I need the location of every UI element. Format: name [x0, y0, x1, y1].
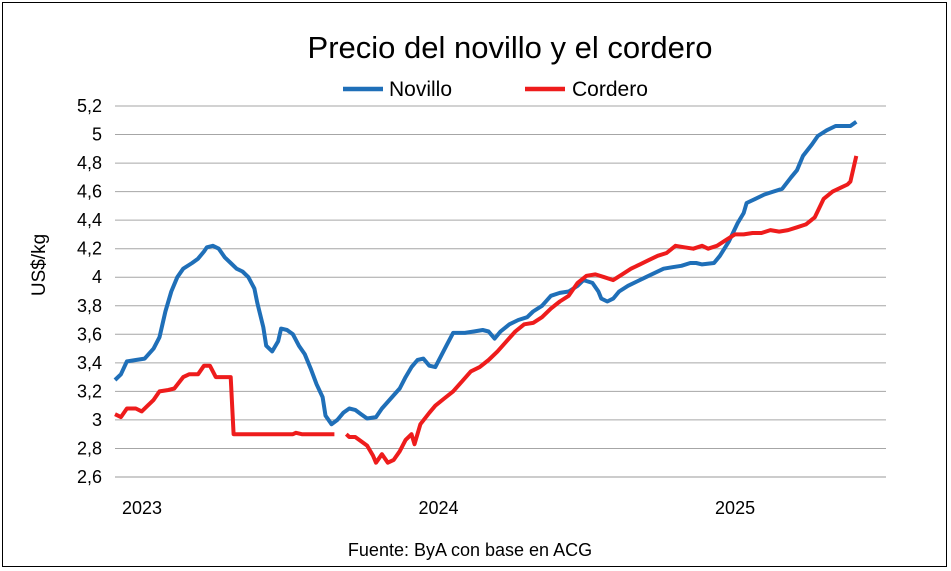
x-axis-ticks: 2023 2024 2025: [122, 498, 755, 518]
legend-label-novillo: Novillo: [389, 78, 452, 101]
y-tick-label: 3,4: [77, 353, 102, 373]
y-tick-label: 4,4: [77, 210, 102, 230]
legend: Novillo Cordero: [343, 78, 648, 101]
series-line-cordero: [114, 155, 859, 465]
x-tick-label: 2023: [122, 498, 162, 518]
chart-title: Precio del novillo y el cordero: [308, 30, 713, 65]
series-layer: [113, 120, 859, 465]
y-tick-label: 4,2: [77, 239, 102, 259]
y-tick-label: 4: [92, 267, 102, 287]
y-tick-label: 5,2: [77, 96, 102, 116]
y-axis-label: US$/kg: [29, 234, 50, 296]
y-tick-label: 2,8: [77, 438, 102, 458]
x-tick-label: 2024: [419, 498, 459, 518]
y-tick-label: 4,6: [77, 182, 102, 202]
y-tick-label: 4,8: [77, 153, 102, 173]
y-tick-label: 5: [92, 125, 102, 145]
y-tick-label: 2,6: [77, 467, 102, 487]
y-axis-ticks: 2,6 2,8 3 3,2 3,4 3,6 3,8 4 4,2 4,4 4,6 4,8 5 5,2: [77, 96, 102, 487]
series-line-novillo: [113, 120, 858, 427]
y-tick-label: 3: [92, 410, 102, 430]
legend-label-cordero: Cordero: [572, 78, 648, 101]
y-tick-label: 3,2: [77, 381, 102, 401]
gridlines: [115, 105, 886, 478]
source-note: Fuente: ByA con base en ACG: [348, 540, 592, 560]
y-tick-label: 3,6: [77, 324, 102, 344]
y-tick-label: 3,8: [77, 296, 102, 316]
x-tick-label: 2025: [715, 498, 755, 518]
